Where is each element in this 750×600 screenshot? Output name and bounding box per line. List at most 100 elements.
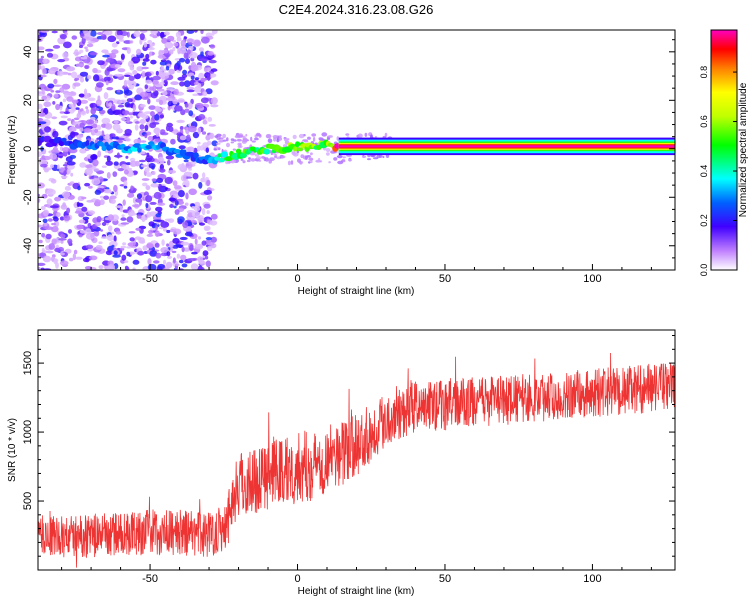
heatmap-cell: [217, 147, 221, 151]
heatmap-cell: [183, 247, 190, 252]
heatmap-cell: [112, 171, 118, 178]
heatmap-cell: [59, 252, 65, 256]
heatmap-cell: [207, 195, 213, 201]
heatmap-cell: [201, 36, 210, 44]
heatmap-cell: [120, 53, 125, 60]
heatmap-cell: [84, 65, 89, 69]
heatmap-cell: [69, 131, 76, 139]
heatmap-cell: [44, 126, 51, 133]
heatmap-cell: [142, 182, 148, 187]
heatmap-cell: [60, 115, 68, 119]
heatmap-cell: [218, 140, 224, 143]
heatmap-cell: [130, 185, 134, 191]
heatmap-cell: [59, 260, 69, 266]
heatmap-cell: [115, 109, 123, 115]
heatmap-cell: [190, 75, 195, 80]
heatmap-cell: [86, 199, 94, 203]
heatmap-cell: [122, 209, 128, 213]
heatmap-cell: [180, 241, 190, 246]
heatmap-cell: [172, 237, 180, 244]
heatmap-cell: [61, 137, 67, 142]
heatmap-cell: [321, 132, 328, 137]
heatmap-cell: [205, 237, 212, 241]
heatmap-cell: [126, 116, 131, 123]
heatmap-cell: [87, 97, 96, 102]
heatmap-cell: [181, 263, 188, 268]
heatmap-cell: [38, 151, 43, 157]
heatmap-cell: [113, 184, 118, 193]
colorbar-label: Normalized spectral amplitude: [738, 82, 749, 217]
heatmap-cell: [120, 245, 127, 249]
heatmap-cell: [109, 133, 116, 138]
heatmap-cell: [149, 227, 156, 231]
heatmap-cell: [42, 218, 48, 223]
heatmap-cell: [154, 84, 163, 88]
heatmap-cell: [207, 245, 213, 252]
heatmap-cell: [51, 116, 58, 120]
heatmap-cell: [179, 135, 187, 141]
heatmap-cell: [274, 155, 277, 159]
heatmap-cell: [150, 111, 155, 117]
heatmap-cell: [104, 133, 110, 141]
heatmap-cell: [178, 145, 186, 150]
y-tick-label: 1500: [22, 351, 34, 375]
heatmap-cell: [125, 138, 131, 142]
heatmap-cell: [194, 41, 201, 45]
heatmap-cell: [186, 134, 191, 142]
heatmap-cell: [123, 89, 133, 96]
heatmap-cell: [112, 254, 121, 258]
heatmap-cell: [82, 30, 87, 34]
heatmap-cell: [201, 240, 207, 246]
heatmap-cell: [85, 244, 94, 249]
heatmap-cell: [39, 36, 45, 40]
heatmap-cell: [52, 101, 56, 105]
heatmap-cell: [68, 241, 72, 245]
heatmap-cell: [122, 242, 127, 246]
heatmap-cell: [300, 154, 305, 159]
heatmap-cell: [118, 39, 125, 42]
heatmap-cell: [158, 81, 165, 85]
heatmap-cell: [110, 198, 116, 204]
heatmap-cell: [79, 77, 85, 83]
heatmap-cell: [286, 138, 290, 141]
heatmap-cell: [166, 243, 170, 247]
heatmap-cell: [191, 251, 198, 255]
heatmap-cell: [105, 250, 113, 256]
heatmap-cell: [179, 57, 186, 63]
heatmap-cell: [50, 205, 59, 209]
heatmap-cell: [107, 68, 116, 71]
heatmap-cell: [173, 42, 179, 47]
heatmap-cell: [167, 255, 172, 259]
colorbar-tick-label: 0.2: [699, 214, 709, 227]
x-tick-label: -50: [142, 573, 158, 585]
heatmap-cell: [173, 88, 179, 96]
heatmap-cell: [119, 99, 127, 104]
heatmap-cell: [175, 31, 181, 38]
heatmap-cell: [40, 267, 45, 270]
heatmap-cell: [148, 221, 155, 227]
heatmap-cell: [336, 155, 343, 159]
heatmap-cell: [43, 168, 49, 173]
heatmap-cell: [145, 202, 149, 209]
heatmap-cell: [92, 159, 99, 167]
heatmap-cell: [308, 161, 311, 164]
heatmap-cell: [222, 133, 227, 139]
heatmap-cell: [111, 244, 115, 248]
heatmap-cell: [173, 185, 182, 190]
heatmap-cell: [97, 124, 102, 131]
heatmap-cell: [188, 65, 192, 71]
heatmap-cell: [177, 190, 185, 198]
heatmap-cell: [50, 178, 57, 184]
heatmap-cell: [72, 51, 82, 55]
heatmap-cell: [148, 105, 156, 110]
heatmap-cell: [154, 114, 160, 121]
heatmap-cell: [169, 204, 174, 208]
heatmap-cell: [96, 216, 102, 223]
heatmap-cell: [150, 59, 157, 65]
heatmap-cell: [126, 246, 132, 249]
heatmap-cell: [38, 182, 45, 189]
heatmap-cell: [57, 59, 66, 63]
heatmap-cell: [38, 46, 45, 51]
heatmap-cell: [89, 102, 97, 108]
spectrogram-ylabel: Frequency (Hz): [7, 116, 18, 185]
